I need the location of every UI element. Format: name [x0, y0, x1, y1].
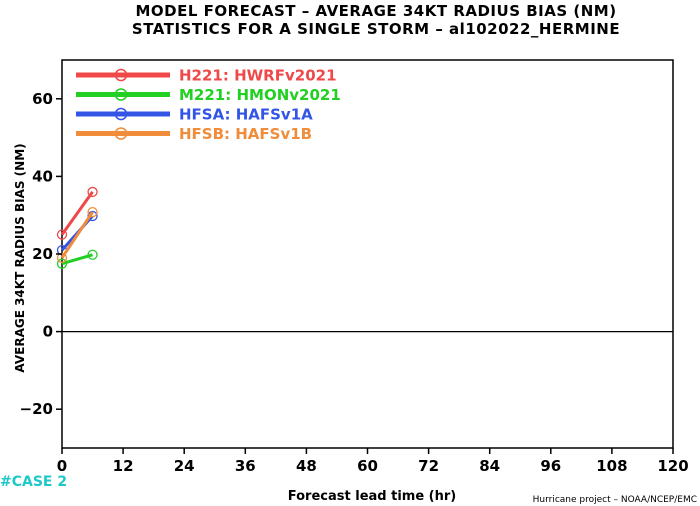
y-axis-label: AVERAGE 34KT RADIUS BIAS (NM): [13, 143, 27, 372]
x-tick-label: 36: [235, 457, 256, 475]
data-point: [56, 229, 68, 240]
y-tick-label: 0: [43, 323, 53, 341]
case-count-label: #CASE 2: [0, 474, 67, 490]
x-tick-label: 48: [296, 457, 317, 475]
chart-title: MODEL FORECAST – AVERAGE 34KT RADIUS BIA…: [135, 2, 616, 20]
x-tick-label: 24: [174, 457, 195, 475]
x-tick-label: 84: [479, 457, 500, 475]
plot-area: [61, 59, 674, 449]
x-axis-label: Forecast lead time (hr): [288, 489, 456, 504]
tick-labels: 0 12 24 36 48 60 72 84 96 108 120 −20 0 20 40 60: [20, 90, 689, 475]
legend-marker-3: [114, 127, 128, 140]
data-point: [87, 249, 98, 260]
series-line-1: [61, 253, 93, 266]
x-tick-label: 120: [657, 457, 688, 475]
y-tick-label: −20: [20, 400, 53, 418]
legend-label-0: H221: HWRFv2021: [179, 67, 337, 85]
x-tick-label: 108: [596, 457, 627, 475]
legend-label-3: HFSB: HAFSv1B: [179, 125, 312, 143]
x-tick-label: 0: [57, 457, 67, 475]
chart-subtitle: STATISTICS FOR A SINGLE STORM – al102022…: [132, 20, 620, 38]
series-line-0: [60, 191, 94, 236]
data-point: [87, 210, 98, 222]
x-tick-label: 12: [113, 457, 134, 475]
legend-marker-0: [114, 68, 128, 82]
series-line-3: [60, 211, 94, 259]
x-tick-label: 72: [418, 457, 439, 475]
legend-label-1: M221: HMONv2021: [179, 86, 341, 104]
data-point: [87, 206, 98, 218]
legend-marker-2: [114, 107, 128, 121]
data-point: [56, 258, 68, 269]
series-layer: [56, 186, 98, 269]
y-tick-label: 20: [32, 245, 53, 263]
x-tick-label: 96: [540, 457, 561, 475]
y-tick-label: 60: [32, 90, 53, 108]
legend-marker-1: [114, 88, 128, 101]
credit-label: Hurricane project – NOAA/NCEP/EMC: [533, 495, 697, 505]
data-point: [87, 186, 98, 198]
x-tick-label: 60: [357, 457, 378, 475]
y-tick-label: 40: [32, 167, 53, 185]
legend-label-2: HFSA: HAFSv1A: [179, 106, 313, 124]
plot-frame: [61, 59, 674, 449]
